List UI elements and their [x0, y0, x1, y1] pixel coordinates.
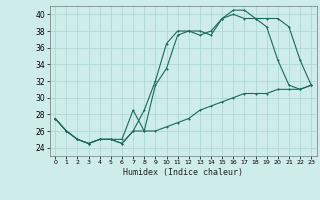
- X-axis label: Humidex (Indice chaleur): Humidex (Indice chaleur): [123, 168, 243, 177]
